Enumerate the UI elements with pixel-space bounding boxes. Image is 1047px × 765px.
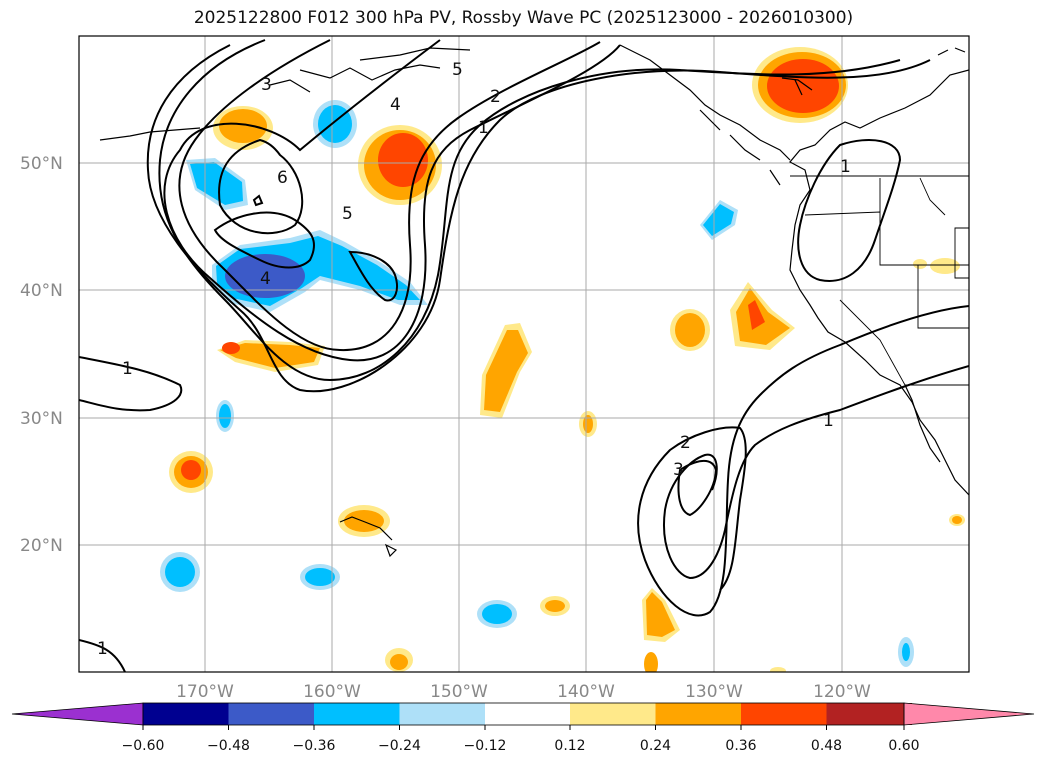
contour-label: 4 — [260, 269, 271, 289]
colorbar-segment — [826, 703, 912, 725]
colorbar-segment — [485, 703, 570, 725]
contour-label: 3 — [261, 75, 272, 95]
positive-anomaly-patches — [169, 47, 965, 672]
political-borders — [790, 175, 969, 386]
lon-label: 120°W — [813, 682, 871, 702]
coastlines — [99, 44, 969, 558]
colorbar-extend-high — [903, 702, 1035, 726]
contour-label: 4 — [390, 95, 401, 115]
colorbar-tick-label: −0.12 — [464, 738, 507, 754]
lon-label: 130°W — [685, 682, 743, 702]
lat-label: 30°N — [20, 409, 63, 429]
latitude-labels: 50°N 40°N 30°N 20°N — [20, 154, 63, 556]
map-title: 2025122800 F012 300 hPa PV, Rossby Wave … — [193, 8, 854, 28]
colorbar-tick-label: 0.60 — [888, 738, 919, 754]
lon-label: 160°W — [303, 682, 361, 702]
colorbar-tick-label: −0.48 — [207, 738, 250, 754]
colorbar-tick-label: −0.60 — [122, 738, 165, 754]
colorbar-segment — [570, 703, 656, 725]
contour-label: 1 — [97, 639, 108, 659]
colorbar-tick-label: 0.48 — [811, 738, 842, 754]
lat-label: 20°N — [20, 536, 63, 556]
colorbar-extend-low — [11, 702, 144, 726]
colorbar-tick-label: 0.12 — [554, 738, 585, 754]
lon-label: 170°W — [176, 682, 234, 702]
colorbar-tick-label: 0.36 — [725, 738, 756, 754]
contour-label: 1 — [122, 359, 133, 379]
longitude-labels: 170°W 160°W 150°W 140°W 130°W 120°W — [176, 682, 871, 702]
colorbar-outline — [142, 702, 905, 726]
colorbar: −0.60 −0.48 −0.36 −0.24 −0.12 0.12 0.24 … — [11, 702, 1035, 754]
colorbar-segment — [314, 703, 400, 725]
colorbar-segment — [228, 703, 314, 725]
contour-label: 6 — [277, 168, 288, 188]
colorbar-tick-label: −0.36 — [293, 738, 336, 754]
contour-label: 1 — [823, 411, 834, 431]
colorbar-segment — [399, 703, 485, 725]
contour-label: 5 — [342, 204, 353, 224]
graticule — [79, 36, 969, 672]
contour-label: 1 — [840, 157, 851, 177]
colorbar-segment — [143, 703, 229, 725]
colorbar-segment — [655, 703, 741, 725]
negative-anomaly-patches — [160, 100, 914, 667]
colorbar-ticks — [142, 725, 905, 730]
contour-label: 1 — [478, 118, 489, 138]
lon-label: 150°W — [430, 682, 488, 702]
contour-labels: 3 4 5 2 1 6 5 4 1 2 3 1 1 1 — [97, 60, 851, 659]
lat-label: 40°N — [20, 281, 63, 301]
colorbar-tick-label: 0.24 — [640, 738, 671, 754]
lat-label: 50°N — [20, 154, 63, 174]
pv-contours — [79, 39, 969, 672]
contour-label: 2 — [680, 433, 691, 453]
contour-label: 3 — [673, 460, 684, 480]
colorbar-tick-label: −0.24 — [378, 738, 421, 754]
colorbar-segment — [741, 703, 827, 725]
anomaly-shading — [160, 47, 965, 672]
map-frame — [78, 35, 970, 673]
contour-label: 5 — [452, 60, 463, 80]
contour-label: 2 — [490, 87, 501, 107]
lon-label: 140°W — [557, 682, 615, 702]
